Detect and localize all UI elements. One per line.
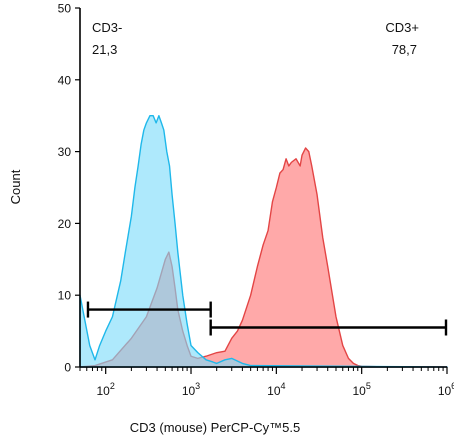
gate-cd3-negative-percent: 21,3 [92,42,117,57]
y-tick-label: 50 [58,2,72,16]
y-tick-label: 40 [58,73,72,87]
axis-layer: 0 10 20 30 40 50 102 103 104 105 106 [58,2,454,399]
y-tick-label: 10 [58,289,72,303]
x-tick-label: 105 [352,381,370,398]
histogram-series-cd3-negative [79,115,448,368]
gate-cd3-positive-label: CD3+ [385,20,419,35]
label-layer: CD3 (mouse) PerCP-Cy™5.5 Count CD3- 21,3… [8,20,419,435]
x-axis-label: CD3 (mouse) PerCP-Cy™5.5 [130,420,301,435]
series-layer [79,115,448,368]
x-tick-label: 102 [96,381,114,398]
y-tick-label: 20 [58,217,72,231]
y-axis-label: Count [8,169,23,204]
x-tick-label: 104 [267,381,285,398]
y-tick-label: 0 [64,361,71,375]
x-tick-label: 106 [438,381,454,398]
gate-cd3-positive-percent: 78,7 [392,42,417,57]
y-tick-label: 30 [58,145,72,159]
gate-cd3-negative-label: CD3- [92,20,122,35]
x-tick-label: 103 [182,381,200,398]
gate-layer [86,301,448,336]
